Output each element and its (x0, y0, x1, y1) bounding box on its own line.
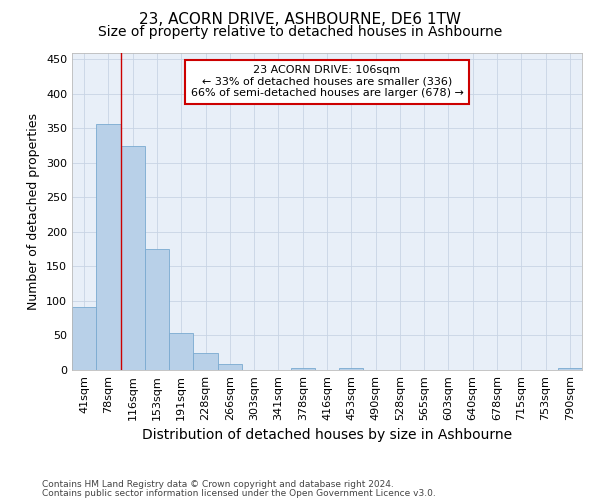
Bar (218, 364, 242, 370)
Text: 23 ACORN DRIVE: 106sqm
← 33% of detached houses are smaller (336)
66% of semi-de: 23 ACORN DRIVE: 106sqm ← 33% of detached… (191, 65, 463, 98)
X-axis label: Distribution of detached houses by size in Ashbourne: Distribution of detached houses by size … (142, 428, 512, 442)
Text: 23, ACORN DRIVE, ASHBOURNE, DE6 1TW: 23, ACORN DRIVE, ASHBOURNE, DE6 1TW (139, 12, 461, 28)
Bar (96, 124, 121, 370)
Bar (121, 146, 145, 370)
Bar (145, 249, 169, 370)
Text: Contains public sector information licensed under the Open Government Licence v3: Contains public sector information licen… (42, 488, 436, 498)
Bar (72, 307, 96, 370)
Bar (558, 368, 582, 370)
Bar (169, 334, 193, 370)
Text: Size of property relative to detached houses in Ashbourne: Size of property relative to detached ho… (98, 25, 502, 39)
Bar (193, 352, 218, 370)
Bar (339, 368, 364, 370)
Bar (290, 368, 315, 370)
Text: Contains HM Land Registry data © Crown copyright and database right 2024.: Contains HM Land Registry data © Crown c… (42, 480, 394, 489)
Y-axis label: Number of detached properties: Number of detached properties (28, 113, 40, 310)
